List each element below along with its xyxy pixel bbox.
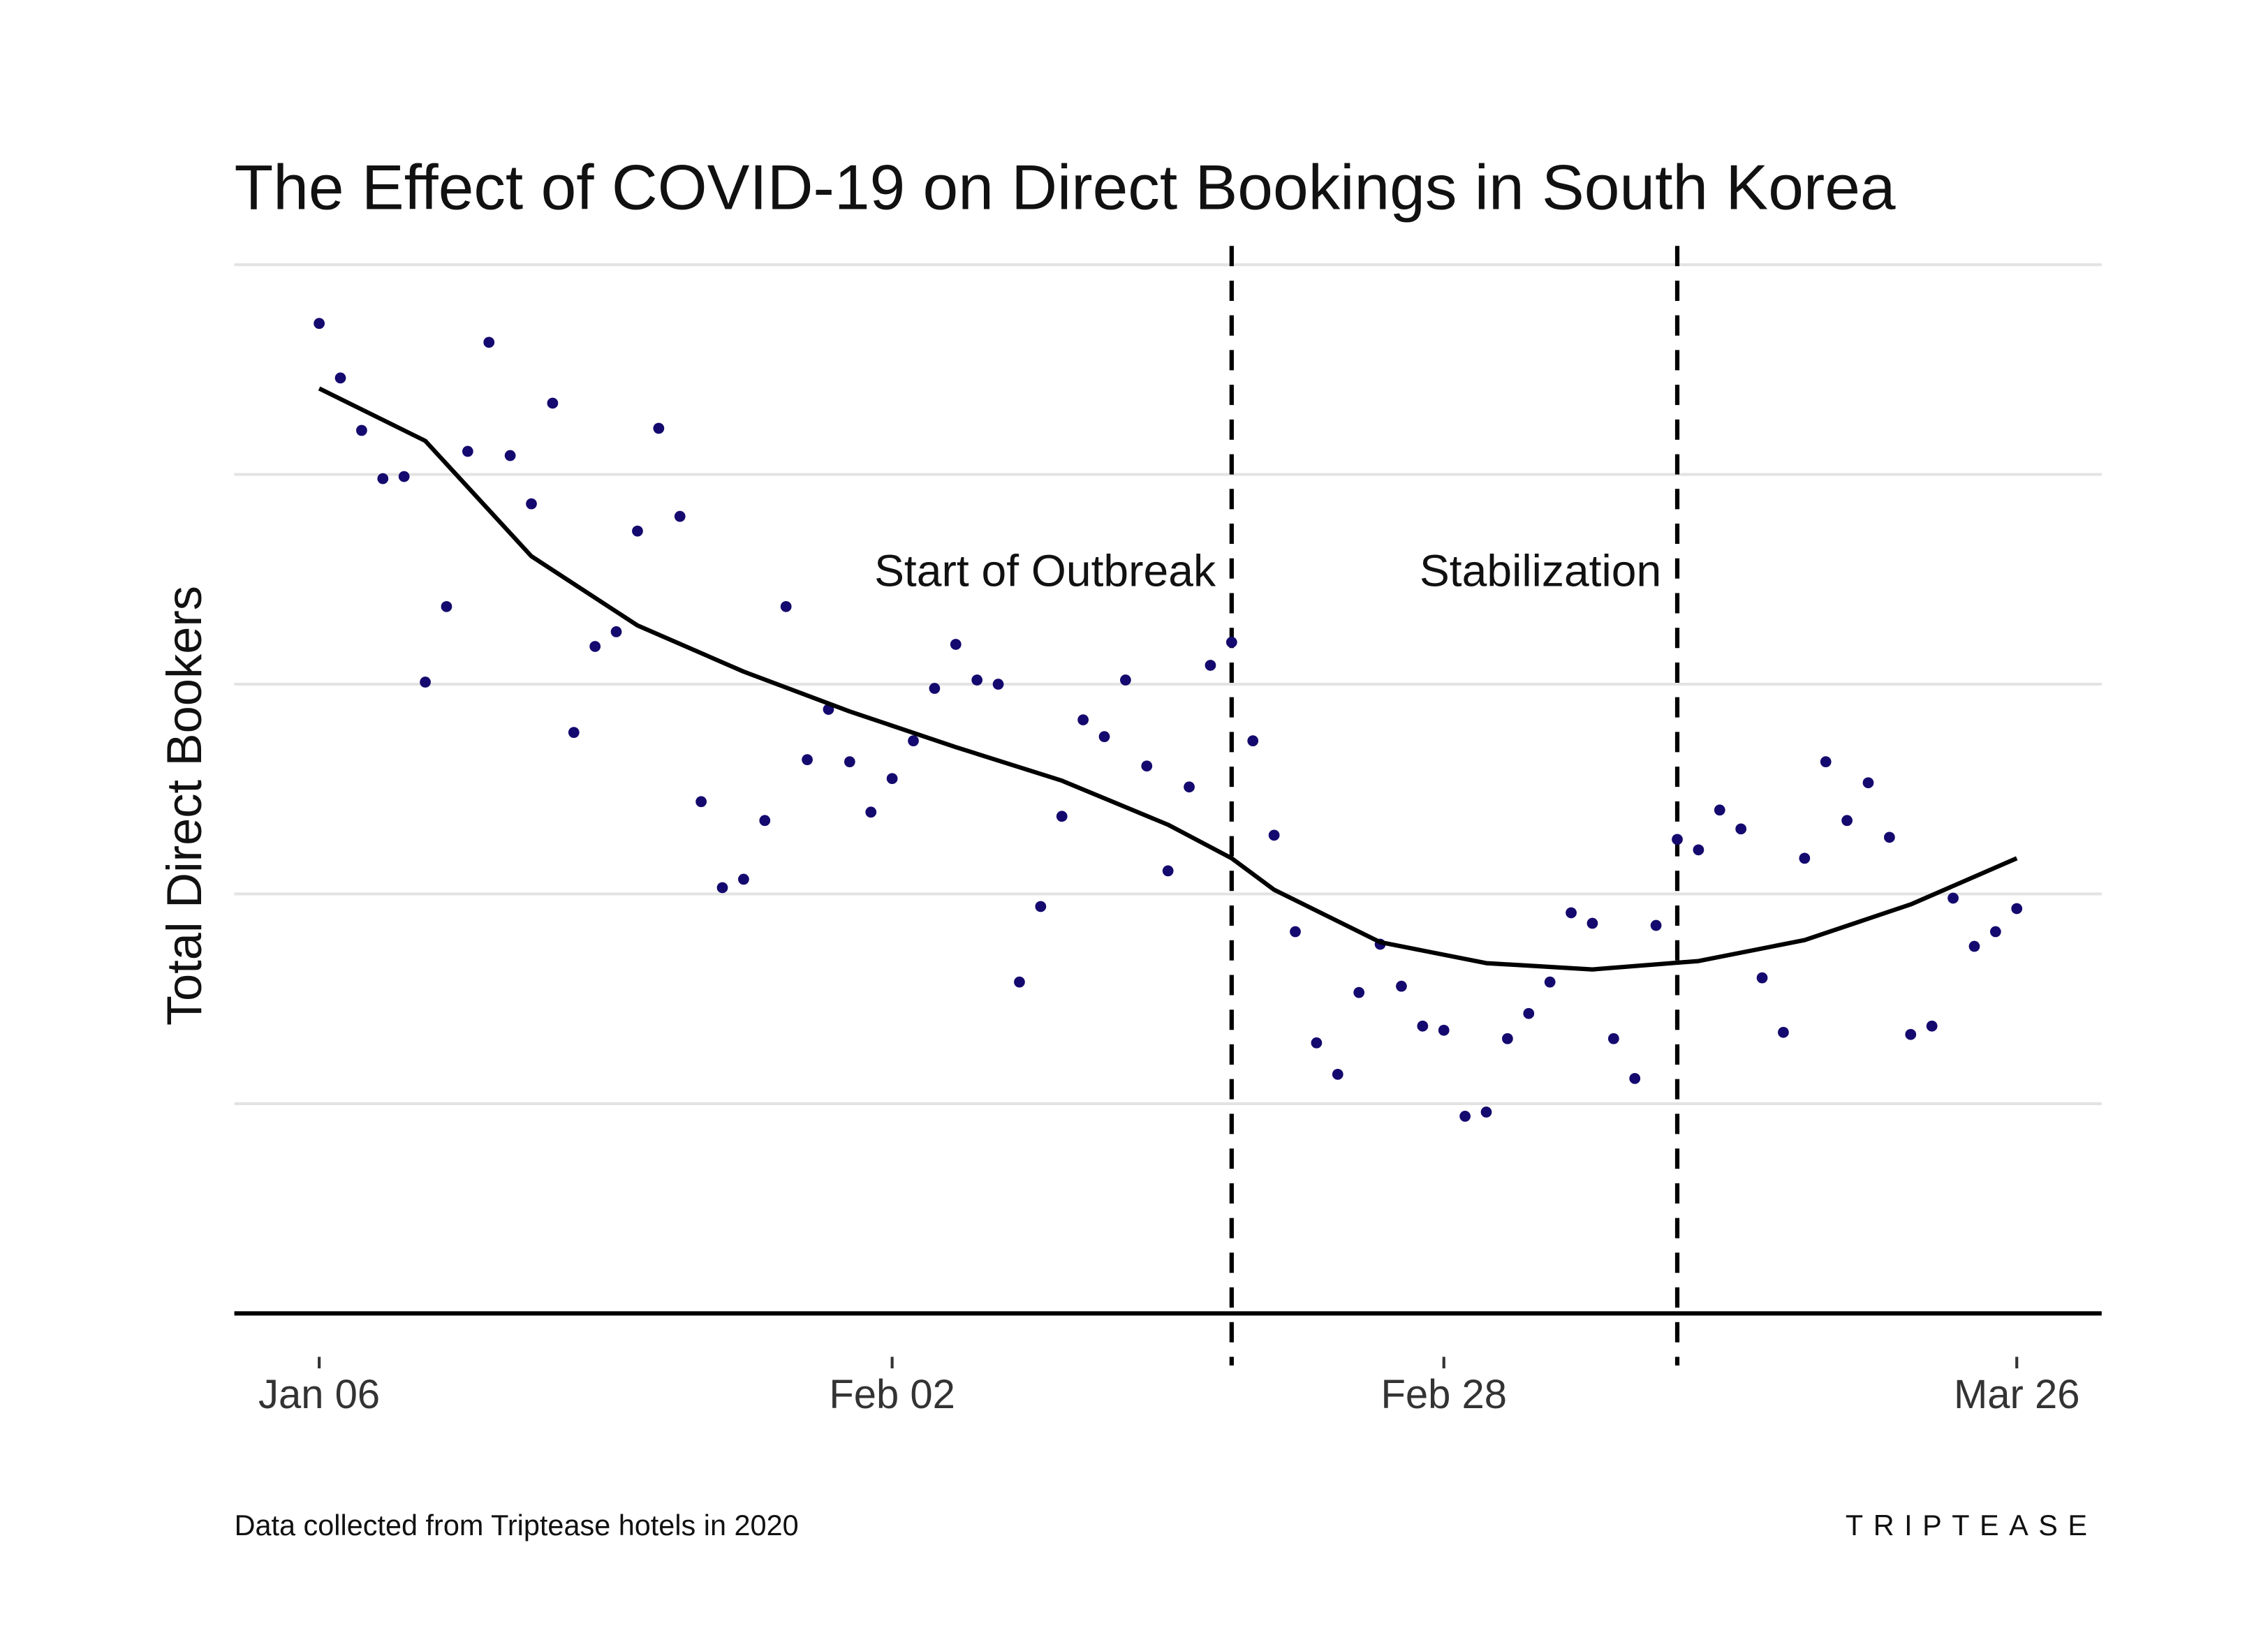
data-point (1332, 1068, 1343, 1080)
data-point (759, 815, 771, 827)
data-point (526, 498, 537, 510)
data-point (929, 683, 941, 694)
data-point (1778, 1026, 1789, 1038)
data-point (1650, 919, 1662, 931)
x-tick-label: Feb 28 (1380, 1372, 1507, 1417)
data-point (1947, 892, 1959, 904)
data-point (992, 679, 1004, 690)
data-point (802, 754, 813, 766)
chart-title: The Effect of COVID-19 on Direct Booking… (235, 152, 1896, 223)
data-point (589, 641, 601, 652)
data-point (1841, 815, 1853, 827)
data-point (865, 806, 877, 818)
data-point (1417, 1020, 1429, 1032)
annotation-label: Start of Outbreak (874, 546, 1216, 596)
data-point (695, 796, 707, 808)
y-axis-label: Total Direct Bookers (156, 586, 212, 1026)
data-point (653, 422, 665, 434)
data-point (886, 773, 898, 785)
data-point (1056, 811, 1068, 822)
data-point (1799, 852, 1811, 864)
data-point (1077, 714, 1089, 725)
data-point (334, 372, 346, 384)
data-point (1141, 760, 1153, 772)
data-point (1862, 777, 1874, 789)
data-point (1820, 756, 1832, 768)
x-tick-label: Jan 06 (258, 1372, 380, 1417)
data-point (1438, 1024, 1450, 1036)
data-point (908, 735, 919, 747)
data-point (1714, 804, 1725, 816)
data-point (971, 674, 983, 686)
data-point (950, 639, 962, 650)
data-point (844, 756, 855, 768)
trend-line (318, 386, 2018, 972)
data-point (441, 600, 452, 612)
data-point (610, 626, 622, 637)
data-point (462, 445, 473, 457)
data-point (1989, 926, 2001, 938)
data-point (420, 676, 431, 688)
data-point (1544, 976, 1556, 988)
data-point (1884, 831, 1895, 843)
brand: TRIPTEASE (1846, 1509, 2098, 1541)
data-point (632, 525, 643, 537)
data-point (1035, 901, 1047, 912)
data-point (568, 727, 580, 738)
data-point (1225, 637, 1237, 648)
data-point (377, 473, 389, 485)
data-point (1756, 972, 1768, 984)
data-point (1586, 917, 1598, 929)
data-point (1523, 1007, 1535, 1019)
data-point (1502, 1033, 1513, 1044)
data-point (1014, 976, 1025, 988)
data-point (356, 424, 367, 436)
data-point (1693, 844, 1704, 856)
data-point (1735, 823, 1747, 835)
data-point (1205, 660, 1216, 671)
data-point (1247, 735, 1259, 747)
data-point (398, 471, 410, 482)
data-point (1098, 731, 1110, 743)
annotation-label: Stabilization (1420, 546, 1661, 596)
data-point (547, 397, 559, 409)
data-point (1120, 674, 1131, 686)
data-point (674, 510, 686, 522)
x-tick-label: Mar 26 (1954, 1372, 2079, 1417)
data-point (1607, 1033, 1619, 1044)
data-point (1672, 834, 1683, 845)
data-point (1459, 1111, 1471, 1122)
footnote: Data collected from Triptease hotels in … (235, 1509, 799, 1541)
data-point (314, 318, 325, 330)
data-point (738, 873, 749, 885)
data-point (1290, 926, 1301, 938)
data-point (1353, 986, 1365, 998)
data-point (1926, 1020, 1938, 1032)
x-tick-label: Feb 02 (829, 1372, 955, 1417)
data-point (1162, 865, 1174, 877)
data-point (1480, 1107, 1492, 1118)
data-point (1311, 1037, 1323, 1049)
data-point (716, 882, 728, 894)
data-point (1629, 1072, 1641, 1084)
data-point (1396, 980, 1407, 992)
data-point (1566, 907, 1577, 919)
data-point (483, 337, 495, 348)
data-point (1268, 829, 1280, 841)
data-point (780, 600, 792, 612)
data-point (2011, 903, 2023, 915)
data-point (1905, 1028, 1917, 1040)
data-point (1968, 940, 1980, 952)
data-point (504, 450, 516, 461)
data-point (1184, 781, 1195, 793)
